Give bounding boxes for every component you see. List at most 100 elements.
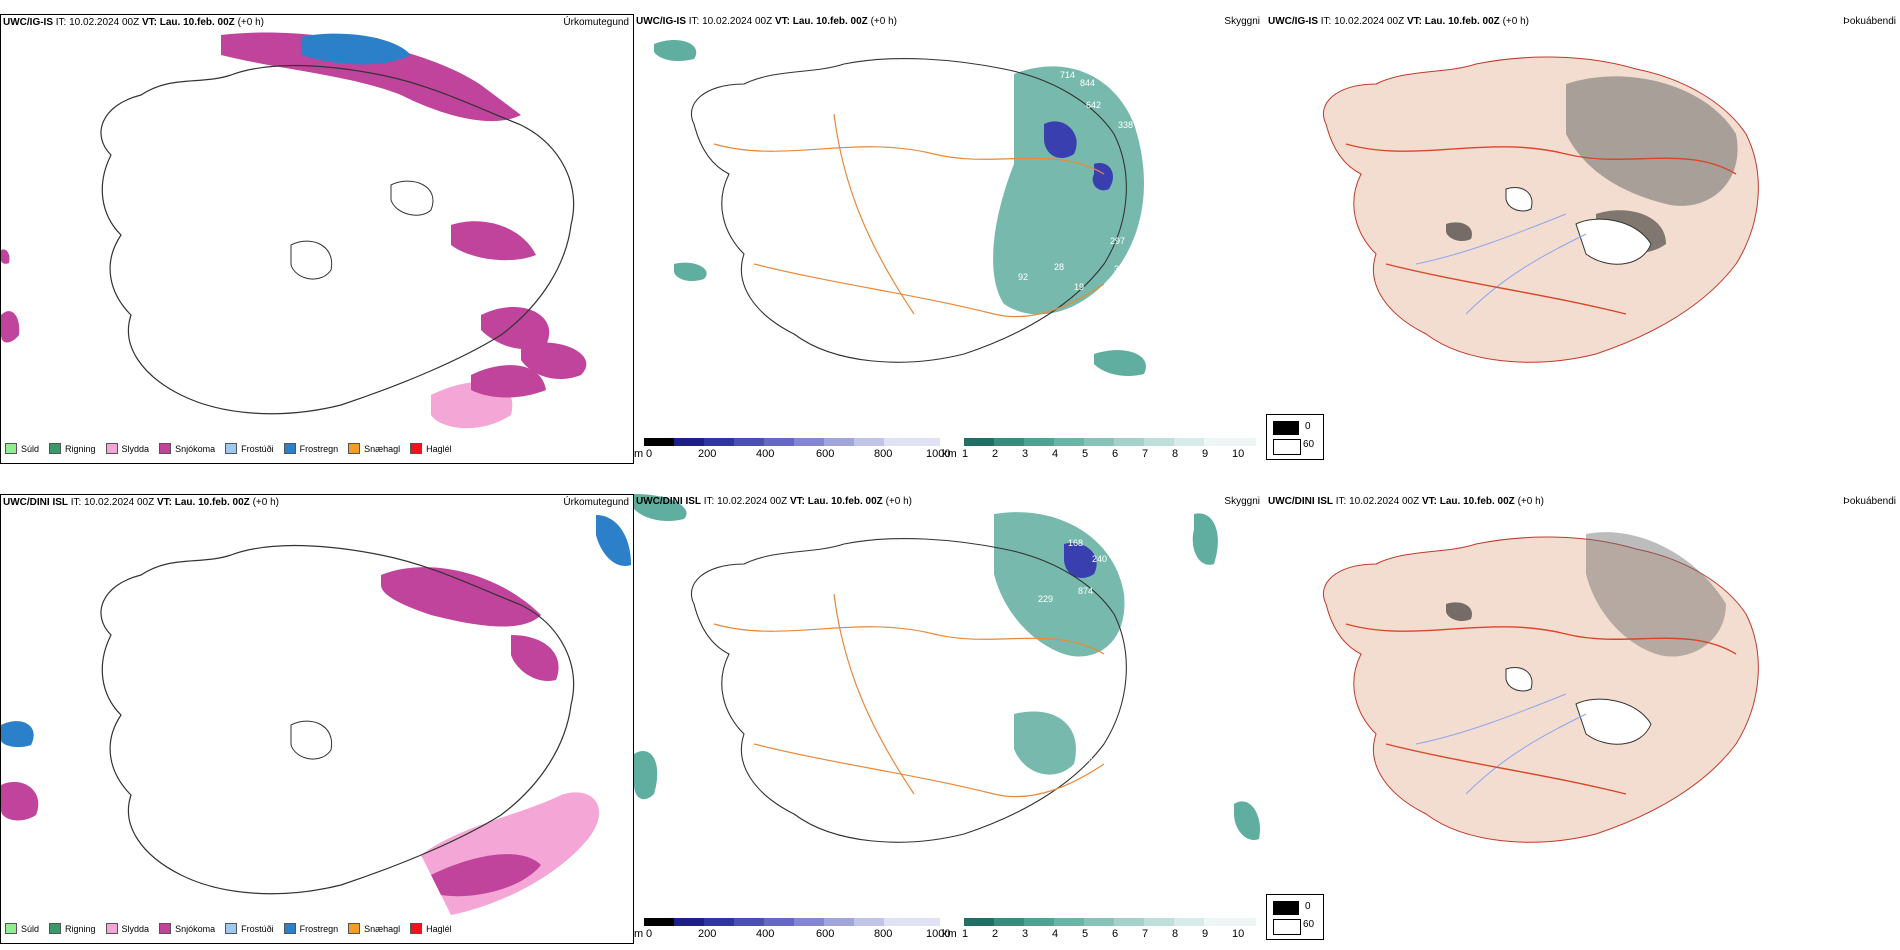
vis-label: 120	[1122, 562, 1138, 572]
roads	[713, 593, 1105, 798]
precip-type-panel-row2: UWC/DINI ISL IT: 10.02.2024 00Z VT: Lau.…	[0, 494, 634, 944]
low-vis-area	[1094, 350, 1146, 376]
panel-type-label: Úrkomutegund	[563, 497, 629, 508]
glacier-outline	[1575, 218, 1652, 265]
glacier-outline	[390, 180, 434, 216]
tick-label: 400	[756, 448, 775, 460]
tick-label: 10	[1232, 448, 1245, 460]
snow-area	[521, 342, 587, 380]
fog-area	[1446, 222, 1472, 242]
visibility-panel-row2: UWC/DINI ISL IT: 10.02.2024 00Z VT: Lau.…	[634, 494, 1264, 942]
glacier-outline	[1575, 698, 1652, 745]
panel-type-label: Úrkomutegund	[563, 17, 629, 28]
low-vis-area	[1014, 711, 1076, 775]
vis-label: 93	[1088, 756, 1099, 766]
legend-label: Súld	[21, 923, 40, 934]
swatch	[105, 923, 118, 934]
tick-label: 800	[874, 448, 893, 460]
fog-panel-row2: UWC/DINI ISL IT: 10.02.2024 00Z VT: Lau.…	[1266, 494, 1900, 942]
snow-area	[221, 32, 521, 122]
tick-label: 4	[1052, 448, 1059, 460]
very-low-vis	[1064, 543, 1097, 579]
tick-label: 0	[646, 448, 653, 460]
precip-map-row1	[1, 32, 587, 429]
tick-label: 2	[992, 448, 999, 460]
fog-legend-label: 60	[1303, 919, 1315, 930]
swatch	[5, 923, 17, 934]
tick-label: 400	[756, 928, 775, 940]
legend-label: Frostregn	[299, 443, 339, 454]
fog-legend-light	[1273, 439, 1301, 455]
tick-label: 1000	[926, 448, 951, 460]
scale-unit: km	[942, 448, 957, 460]
legend-label: Frostúði	[241, 443, 274, 454]
scale-unit: m	[634, 448, 644, 460]
tick-label: 8	[1172, 448, 1179, 460]
fog-area	[1446, 602, 1472, 622]
vis-label: 297	[1110, 236, 1126, 246]
vis-label: 276	[1180, 232, 1196, 242]
panel-type-label: Skyggni	[1224, 16, 1260, 27]
panel-title: UWC/IG-IS IT: 10.02.2024 00Z VT: Lau. 10…	[636, 16, 897, 27]
legend-label: Slydda	[121, 923, 150, 934]
rivers	[1415, 693, 1587, 795]
snow-area	[1, 311, 20, 343]
swatch	[5, 443, 17, 454]
panel-title: UWC/DINI ISL IT: 10.02.2024 00Z VT: Lau.…	[1268, 496, 1544, 507]
very-low-vis	[1092, 163, 1114, 191]
swatch	[49, 923, 62, 934]
vis-label: 19	[1074, 282, 1085, 292]
rivers	[1415, 213, 1587, 315]
swatch	[410, 443, 423, 454]
fog-legend-light	[1273, 919, 1301, 935]
fog-map-row1	[1323, 56, 1759, 363]
glacier-outline	[290, 720, 333, 760]
panel-type-label: Þokuábendi	[1843, 496, 1896, 507]
legend-label: Snjókoma	[175, 443, 216, 454]
roads	[1345, 143, 1737, 315]
legend-label: Haglél	[426, 443, 452, 454]
swatch	[159, 923, 172, 934]
panel-title: UWC/IG-IS IT: 10.02.2024 00Z VT: Lau. 10…	[3, 17, 264, 28]
tick-label: 600	[816, 448, 835, 460]
snow-area	[451, 221, 536, 261]
low-vis-area	[674, 262, 707, 282]
snow-area	[381, 567, 541, 627]
tick-label: 200	[698, 928, 717, 940]
vis-label: 411	[1060, 334, 1075, 344]
visibility-scales-row1	[644, 438, 1256, 446]
scale-unit: km	[942, 928, 957, 940]
fog-legend-dark	[1273, 901, 1299, 915]
roads	[1345, 623, 1737, 795]
vis-label: 427	[1064, 814, 1080, 824]
swatch	[49, 443, 62, 454]
swatch	[105, 443, 118, 454]
legend-label: Snæhagl	[364, 923, 401, 934]
vis-label: 642	[1086, 100, 1102, 110]
vis-label: 297	[1170, 606, 1186, 616]
precip-legend: Súld Rigning Slydda Snjókoma Frostúði Fr…	[5, 443, 452, 454]
legend-label: Rigning	[65, 923, 96, 934]
swatch	[159, 443, 172, 454]
vis-label: 240	[1092, 554, 1108, 564]
panel-title: UWC/IG-IS IT: 10.02.2024 00Z VT: Lau. 10…	[1268, 16, 1529, 27]
tick-label: 0	[646, 928, 653, 940]
low-vis-area	[654, 39, 697, 62]
iceland-land	[1323, 536, 1759, 843]
vis-label: 221	[1136, 582, 1152, 592]
fog-panel-row1: UWC/IG-IS IT: 10.02.2024 00Z VT: Lau. 10…	[1266, 14, 1900, 462]
legend-label: Súld	[21, 443, 40, 454]
legend-label: Rigning	[65, 443, 96, 454]
snow-area	[1, 249, 10, 264]
swatch	[283, 443, 296, 454]
swatch	[410, 923, 423, 934]
snow-area	[481, 306, 550, 350]
vis-label: 28	[1054, 262, 1065, 272]
tick-label: 1	[962, 928, 969, 940]
precip-map-row2	[1, 515, 631, 915]
precip-legend: Súld Rigning Slydda Snjókoma Frostúði Fr…	[5, 923, 452, 934]
fog-map-row2	[1323, 532, 1759, 843]
panel-title: UWC/DINI ISL IT: 10.02.2024 00Z VT: Lau.…	[636, 496, 912, 507]
low-vis-area	[1234, 801, 1260, 840]
legend-label: Frostregn	[299, 923, 339, 934]
